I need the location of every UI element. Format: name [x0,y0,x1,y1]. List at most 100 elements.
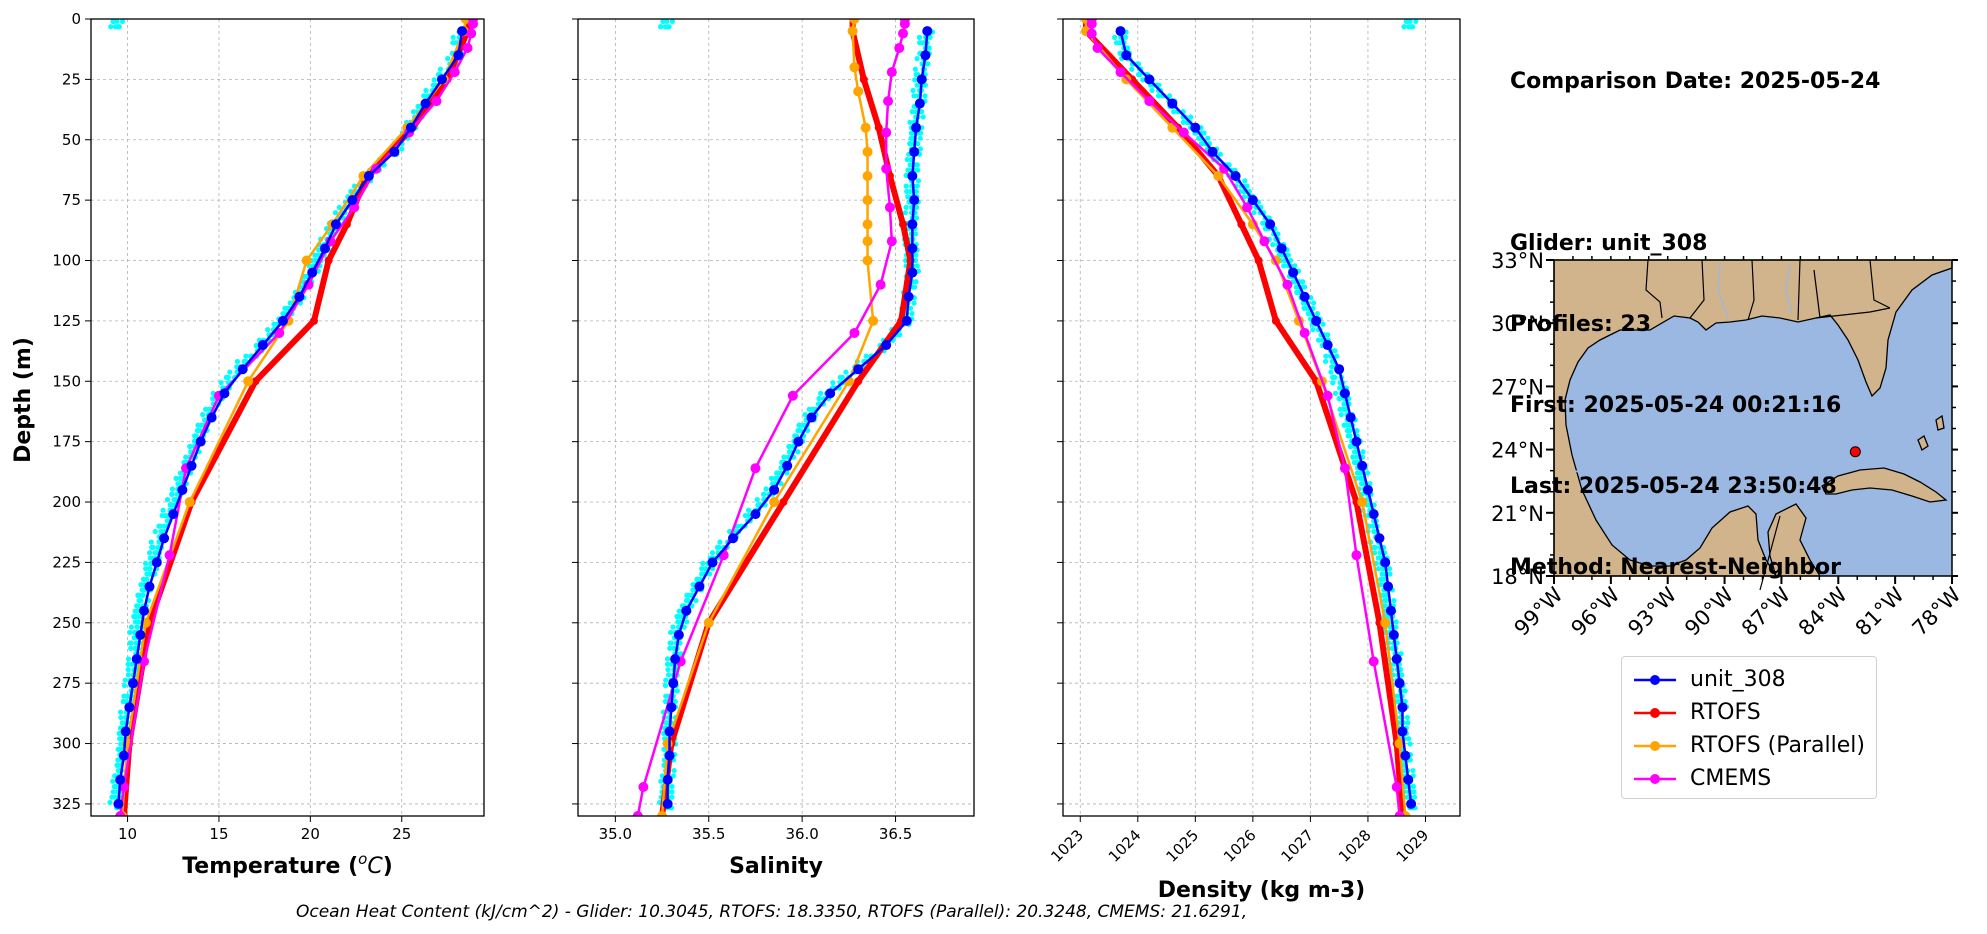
legend-swatch-rtofs-parallel [1634,740,1676,751]
series-point [903,291,914,302]
glider-raw-point [167,502,173,508]
glider-raw-point [1347,433,1353,439]
last-time: Last: 2025-05-24 23:50:48 [1510,474,1837,499]
series-point [1213,170,1224,181]
glider-raw-point [169,491,175,497]
x-axis-label-sup-o: o [358,850,367,868]
series-point [859,75,868,84]
series-point [1351,550,1362,561]
glider-raw-point [1357,475,1363,481]
series-point [907,219,918,230]
glider-raw-point [147,566,153,572]
glider-raw-point [399,146,405,152]
series-point [782,460,793,471]
series-point [806,412,817,423]
series-point [1086,28,1097,39]
series-point [853,364,864,375]
series-point [1144,74,1155,85]
glider-raw-point [112,24,118,30]
series-point [457,26,468,37]
info-panel: Comparison Date: 2025-05-24 Glider: unit… [1510,14,1880,608]
glider-raw-point [658,24,664,30]
y-tick-label: 250 [52,614,81,632]
glider-raw-point [138,582,144,588]
glider-raw-point [1310,326,1316,333]
glider-raw-point [925,61,931,67]
glider-raw-point [421,93,427,99]
glider-raw-point [700,560,706,566]
series-point [750,463,761,474]
series-point [681,605,692,616]
series-point [243,376,254,387]
series-point [274,327,285,338]
series-point [1115,67,1126,78]
glider-raw-point [234,358,241,365]
series-point [1092,42,1103,53]
glider-raw-point [843,369,849,375]
y-tick-label: 200 [52,493,81,511]
series-point [251,377,260,386]
glider-raw-point [227,369,233,375]
y-tick-label: 125 [52,312,81,330]
glider-raw-point [674,688,680,694]
glider-raw-point [1401,24,1407,30]
series-point [884,202,895,213]
series-point [1237,220,1246,229]
series-point [886,236,897,247]
legend-swatch-rtofs [1634,707,1676,718]
legend-entry: RTOFS [1632,696,1866,729]
glider-raw-point [761,491,767,497]
glider-raw-point [114,762,120,768]
series-point [1406,798,1417,809]
series-point [860,122,871,133]
glider-raw-point [127,629,133,636]
series-point [779,498,788,507]
series-point [849,62,860,73]
series-point [1282,279,1293,290]
glider-raw-point [1292,263,1298,269]
series-point [186,460,197,471]
glider-raw-point [116,730,122,737]
glider-raw-point [1242,178,1248,184]
legend-label: CMEMS [1690,766,1772,791]
glider-raw-point [1330,380,1336,386]
series-point [853,86,864,97]
glider-raw-point [909,109,915,115]
first-time: First: 2025-05-24 00:21:16 [1510,393,1842,418]
glider-raw-point [669,789,675,795]
glider-raw-point [915,178,922,184]
glider-raw-point [1383,597,1389,604]
x-axis-label-part: Temperature ( [182,854,358,879]
series-line-unit-308 [1119,30,1413,805]
glider-raw-point [1405,720,1411,726]
series-point [453,50,464,61]
x-axis-label: Temperature (oC) [182,850,393,879]
series-point [118,750,129,761]
legend-label: RTOFS (Parallel) [1690,733,1865,758]
glider-raw-point [430,82,436,88]
series-point [1299,291,1310,302]
glider-raw-point [202,406,209,412]
map-land-bahamas [1917,414,1945,451]
glider-raw-point [1387,571,1393,577]
map-y-tick-label: 24°N [1491,439,1544,463]
glider-raw-point [699,566,705,572]
glider-raw-point [1334,353,1340,359]
series-point [907,243,918,254]
x-tick-label: 35.0 [599,825,632,843]
map-land-north-america [1553,259,1953,577]
series-point [468,19,479,29]
glider-raw-point [431,77,437,83]
series-point [914,98,925,109]
series-point [237,364,248,375]
glider-raw-point [658,778,664,784]
glider-raw-point [717,539,723,545]
series-point [164,550,175,561]
glider-raw-point [1354,470,1360,476]
glider-raw-point [1117,50,1123,56]
series-point [1265,219,1276,230]
glider-raw-point [1410,24,1416,30]
glider-raw-point [423,87,429,94]
series-point [1339,388,1350,399]
glider-raw-point [1338,412,1344,418]
